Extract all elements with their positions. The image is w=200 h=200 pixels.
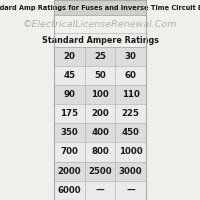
Bar [54, 47, 146, 66]
Text: 2500: 2500 [88, 167, 112, 176]
Text: 110: 110 [122, 90, 140, 99]
Text: 175: 175 [60, 109, 78, 118]
Text: ©ElectricalLicenseRenewal.Com: ©ElectricalLicenseRenewal.Com [23, 20, 177, 29]
Text: —: — [126, 186, 135, 195]
Text: 225: 225 [122, 109, 140, 118]
Text: (A) Standard Amp Ratings for Fuses and Inverse Time Circuit Breakers: (A) Standard Amp Ratings for Fuses and I… [0, 5, 200, 11]
Bar [54, 181, 146, 200]
Bar [54, 142, 146, 162]
Bar [54, 123, 146, 142]
Text: 6000: 6000 [58, 186, 81, 195]
Text: 100: 100 [91, 90, 109, 99]
Text: 20: 20 [63, 52, 75, 61]
Bar [54, 0, 146, 15]
Bar [54, 162, 146, 181]
Text: 2000: 2000 [58, 167, 81, 176]
Text: 45: 45 [63, 71, 75, 80]
Text: 50: 50 [94, 71, 106, 80]
Text: 60: 60 [125, 71, 137, 80]
Bar [54, 33, 146, 47]
Bar [54, 85, 146, 104]
Text: 350: 350 [60, 128, 78, 137]
Text: 90: 90 [63, 90, 75, 99]
Text: 450: 450 [122, 128, 140, 137]
Text: 800: 800 [91, 147, 109, 156]
Text: 30: 30 [125, 52, 137, 61]
Bar [54, 104, 146, 123]
Bar [54, 66, 146, 85]
Text: Standard Ampere Ratings: Standard Ampere Ratings [42, 36, 158, 45]
Text: 700: 700 [60, 147, 78, 156]
Text: 400: 400 [91, 128, 109, 137]
Text: 3000: 3000 [119, 167, 142, 176]
Text: 1000: 1000 [119, 147, 142, 156]
Text: 200: 200 [91, 109, 109, 118]
Text: 25: 25 [94, 52, 106, 61]
Bar [54, 15, 146, 33]
Text: —: — [96, 186, 104, 195]
